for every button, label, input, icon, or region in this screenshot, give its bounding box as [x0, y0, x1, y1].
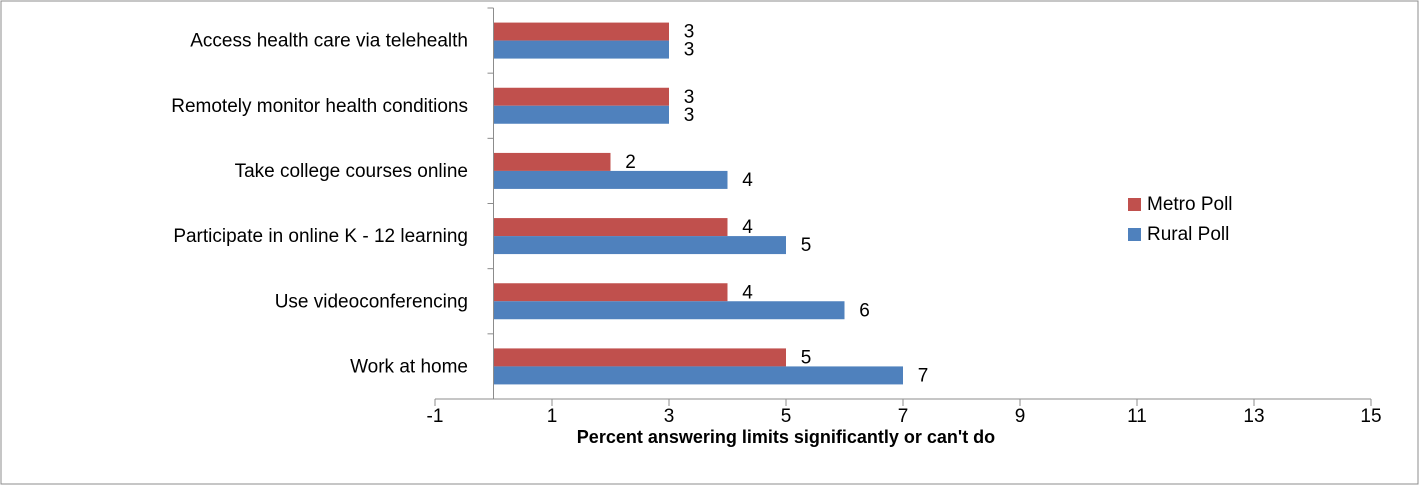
legend-label: Metro Poll [1147, 194, 1233, 215]
x-tick-label: 3 [664, 406, 675, 427]
x-tick-label: 1 [547, 406, 558, 427]
data-label: 4 [742, 217, 753, 238]
bar-metro-poll [493, 22, 669, 41]
x-tick-label: -1 [427, 406, 444, 427]
data-label: 3 [684, 22, 695, 43]
x-tick-label: 15 [1360, 406, 1381, 427]
bar-metro-poll [493, 348, 786, 367]
data-label: 2 [625, 152, 636, 173]
bar-metro-poll [493, 87, 669, 106]
category-label: Work at home [350, 356, 468, 377]
category-label: Use videoconferencing [275, 291, 468, 312]
data-label: 4 [742, 170, 753, 191]
x-tick-label: 13 [1243, 406, 1264, 427]
x-tick-label: 5 [781, 406, 792, 427]
x-tick-labels: -1 1 3 5 7 9 11 13 15 [427, 406, 1382, 427]
bar-metro-poll [493, 283, 728, 302]
bar-metro-poll [493, 218, 728, 237]
axes [434, 7, 1372, 406]
category-label: Participate in online K - 12 learning [173, 226, 468, 247]
category-labels: Access health care via telehealth Remotel… [171, 31, 468, 378]
data-label: 3 [684, 105, 695, 126]
x-tick-label: 7 [898, 406, 909, 427]
bar-rural-poll [493, 105, 669, 124]
data-label: 5 [801, 347, 812, 368]
data-label: 3 [684, 87, 695, 108]
data-label: 6 [859, 300, 870, 321]
x-tick-label: 9 [1015, 406, 1026, 427]
category-label: Remotely monitor health conditions [171, 96, 468, 117]
legend-swatch [1128, 198, 1141, 211]
legend-swatch [1128, 228, 1141, 241]
x-tick-label: 11 [1127, 406, 1147, 427]
data-label: 4 [742, 282, 753, 303]
legend-label: Rural Poll [1147, 224, 1229, 245]
bar-rural-poll [493, 40, 669, 59]
data-label: 7 [918, 365, 929, 386]
data-label: 3 [684, 40, 695, 61]
bar-rural-poll [493, 366, 903, 385]
bar-rural-poll [493, 301, 845, 320]
bar-rural-poll [493, 170, 728, 189]
category-label: Access health care via telehealth [190, 31, 468, 52]
x-axis-title: Percent answering limits significantly o… [577, 427, 995, 447]
data-label: 5 [801, 235, 812, 256]
legend: Metro Poll Rural Poll [1128, 194, 1233, 245]
bar-metro-poll [493, 152, 611, 171]
category-label: Take college courses online [235, 161, 468, 182]
bar-rural-poll [493, 236, 786, 255]
